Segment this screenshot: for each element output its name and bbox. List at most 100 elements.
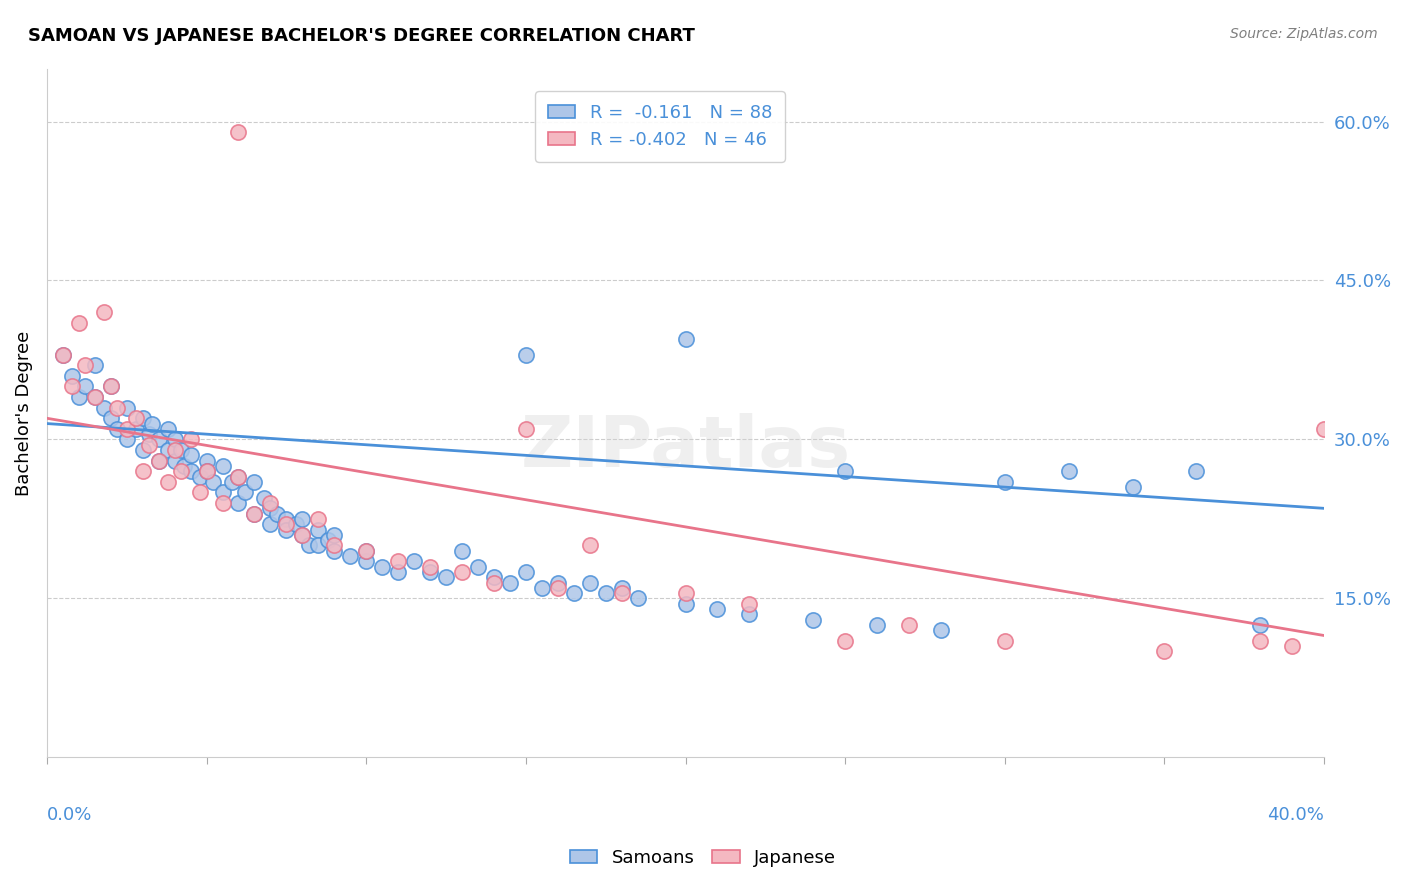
Point xyxy=(547,581,569,595)
Point xyxy=(323,528,346,542)
Point xyxy=(291,528,314,542)
Point xyxy=(323,543,346,558)
Point xyxy=(170,464,193,478)
Point xyxy=(354,543,377,558)
Point xyxy=(738,607,761,622)
Point xyxy=(276,512,298,526)
Point xyxy=(515,565,537,579)
Point xyxy=(148,453,170,467)
Point xyxy=(180,464,202,478)
Point xyxy=(1122,480,1144,494)
Point xyxy=(307,523,329,537)
Point xyxy=(323,538,346,552)
Point xyxy=(163,453,186,467)
Point xyxy=(52,348,75,362)
Point xyxy=(211,485,233,500)
Point xyxy=(67,316,90,330)
Point xyxy=(482,575,505,590)
Point xyxy=(173,458,195,473)
Point xyxy=(1185,464,1208,478)
Point xyxy=(307,512,329,526)
Point xyxy=(482,570,505,584)
Point xyxy=(595,586,617,600)
Point xyxy=(163,433,186,447)
Point xyxy=(62,368,84,383)
Point xyxy=(163,443,186,458)
Point xyxy=(419,565,441,579)
Point xyxy=(201,475,224,489)
Point xyxy=(243,507,266,521)
Point xyxy=(83,390,105,404)
Point xyxy=(994,475,1017,489)
Point xyxy=(188,485,211,500)
Point xyxy=(228,469,250,483)
Point xyxy=(180,433,202,447)
Point xyxy=(276,517,298,532)
Point xyxy=(195,464,218,478)
Y-axis label: Bachelor's Degree: Bachelor's Degree xyxy=(15,330,32,496)
Point xyxy=(131,464,153,478)
Point xyxy=(675,586,697,600)
Point xyxy=(100,379,122,393)
Point xyxy=(467,559,489,574)
Point xyxy=(148,433,170,447)
Point xyxy=(195,453,218,467)
Point xyxy=(266,507,288,521)
Point xyxy=(105,401,128,415)
Point xyxy=(259,501,281,516)
Point xyxy=(228,496,250,510)
Point xyxy=(675,332,697,346)
Point xyxy=(515,348,537,362)
Point xyxy=(115,433,138,447)
Point xyxy=(243,475,266,489)
Point xyxy=(233,485,256,500)
Point xyxy=(67,390,90,404)
Point xyxy=(898,618,921,632)
Text: 40.0%: 40.0% xyxy=(1267,805,1324,823)
Point xyxy=(1057,464,1080,478)
Point xyxy=(131,443,153,458)
Text: ZIPatlas: ZIPatlas xyxy=(520,413,851,482)
Point xyxy=(434,570,457,584)
Point xyxy=(83,358,105,372)
Point xyxy=(141,417,163,431)
Point xyxy=(253,491,276,505)
Point xyxy=(125,422,148,436)
Point xyxy=(1249,618,1271,632)
Point xyxy=(52,348,75,362)
Point xyxy=(801,613,824,627)
Point xyxy=(188,469,211,483)
Point xyxy=(994,633,1017,648)
Point xyxy=(157,443,180,458)
Point xyxy=(75,358,97,372)
Text: SAMOAN VS JAPANESE BACHELOR'S DEGREE CORRELATION CHART: SAMOAN VS JAPANESE BACHELOR'S DEGREE COR… xyxy=(28,27,695,45)
Point xyxy=(610,581,633,595)
Point xyxy=(100,411,122,425)
Point xyxy=(125,411,148,425)
Point xyxy=(138,438,160,452)
Point xyxy=(354,543,377,558)
Point xyxy=(105,422,128,436)
Point xyxy=(404,554,426,568)
Point xyxy=(387,565,409,579)
Point xyxy=(738,597,761,611)
Point xyxy=(195,464,218,478)
Point xyxy=(354,554,377,568)
Point xyxy=(211,496,233,510)
Point xyxy=(211,458,233,473)
Point xyxy=(157,475,180,489)
Point xyxy=(499,575,522,590)
Point xyxy=(307,538,329,552)
Point xyxy=(221,475,243,489)
Point xyxy=(259,517,281,532)
Point xyxy=(93,401,115,415)
Text: 0.0%: 0.0% xyxy=(46,805,93,823)
Point xyxy=(276,523,298,537)
Point xyxy=(627,591,650,606)
Point xyxy=(578,575,600,590)
Point xyxy=(298,538,321,552)
Point xyxy=(83,390,105,404)
Point xyxy=(1153,644,1175,658)
Point xyxy=(866,618,889,632)
Point xyxy=(451,565,474,579)
